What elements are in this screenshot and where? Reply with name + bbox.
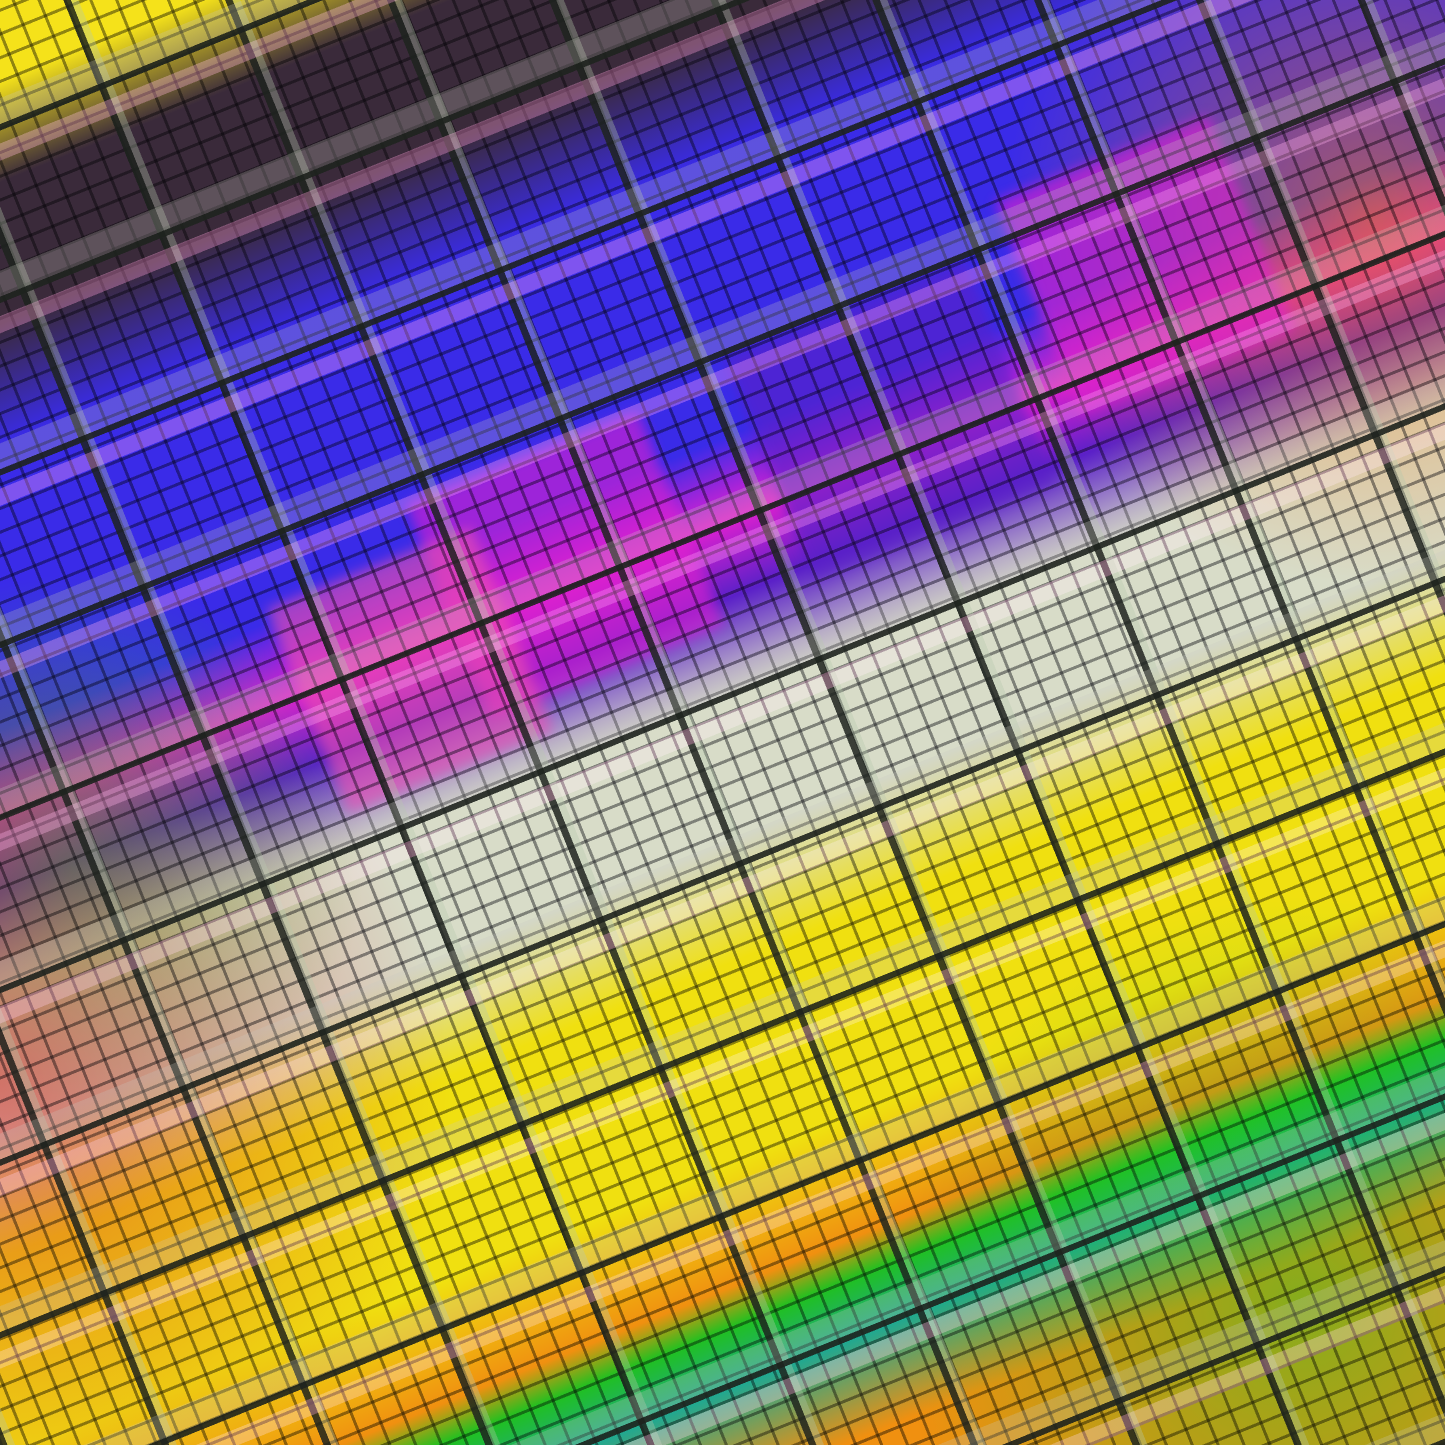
silicon-wafer-photo [0, 0, 1445, 1445]
